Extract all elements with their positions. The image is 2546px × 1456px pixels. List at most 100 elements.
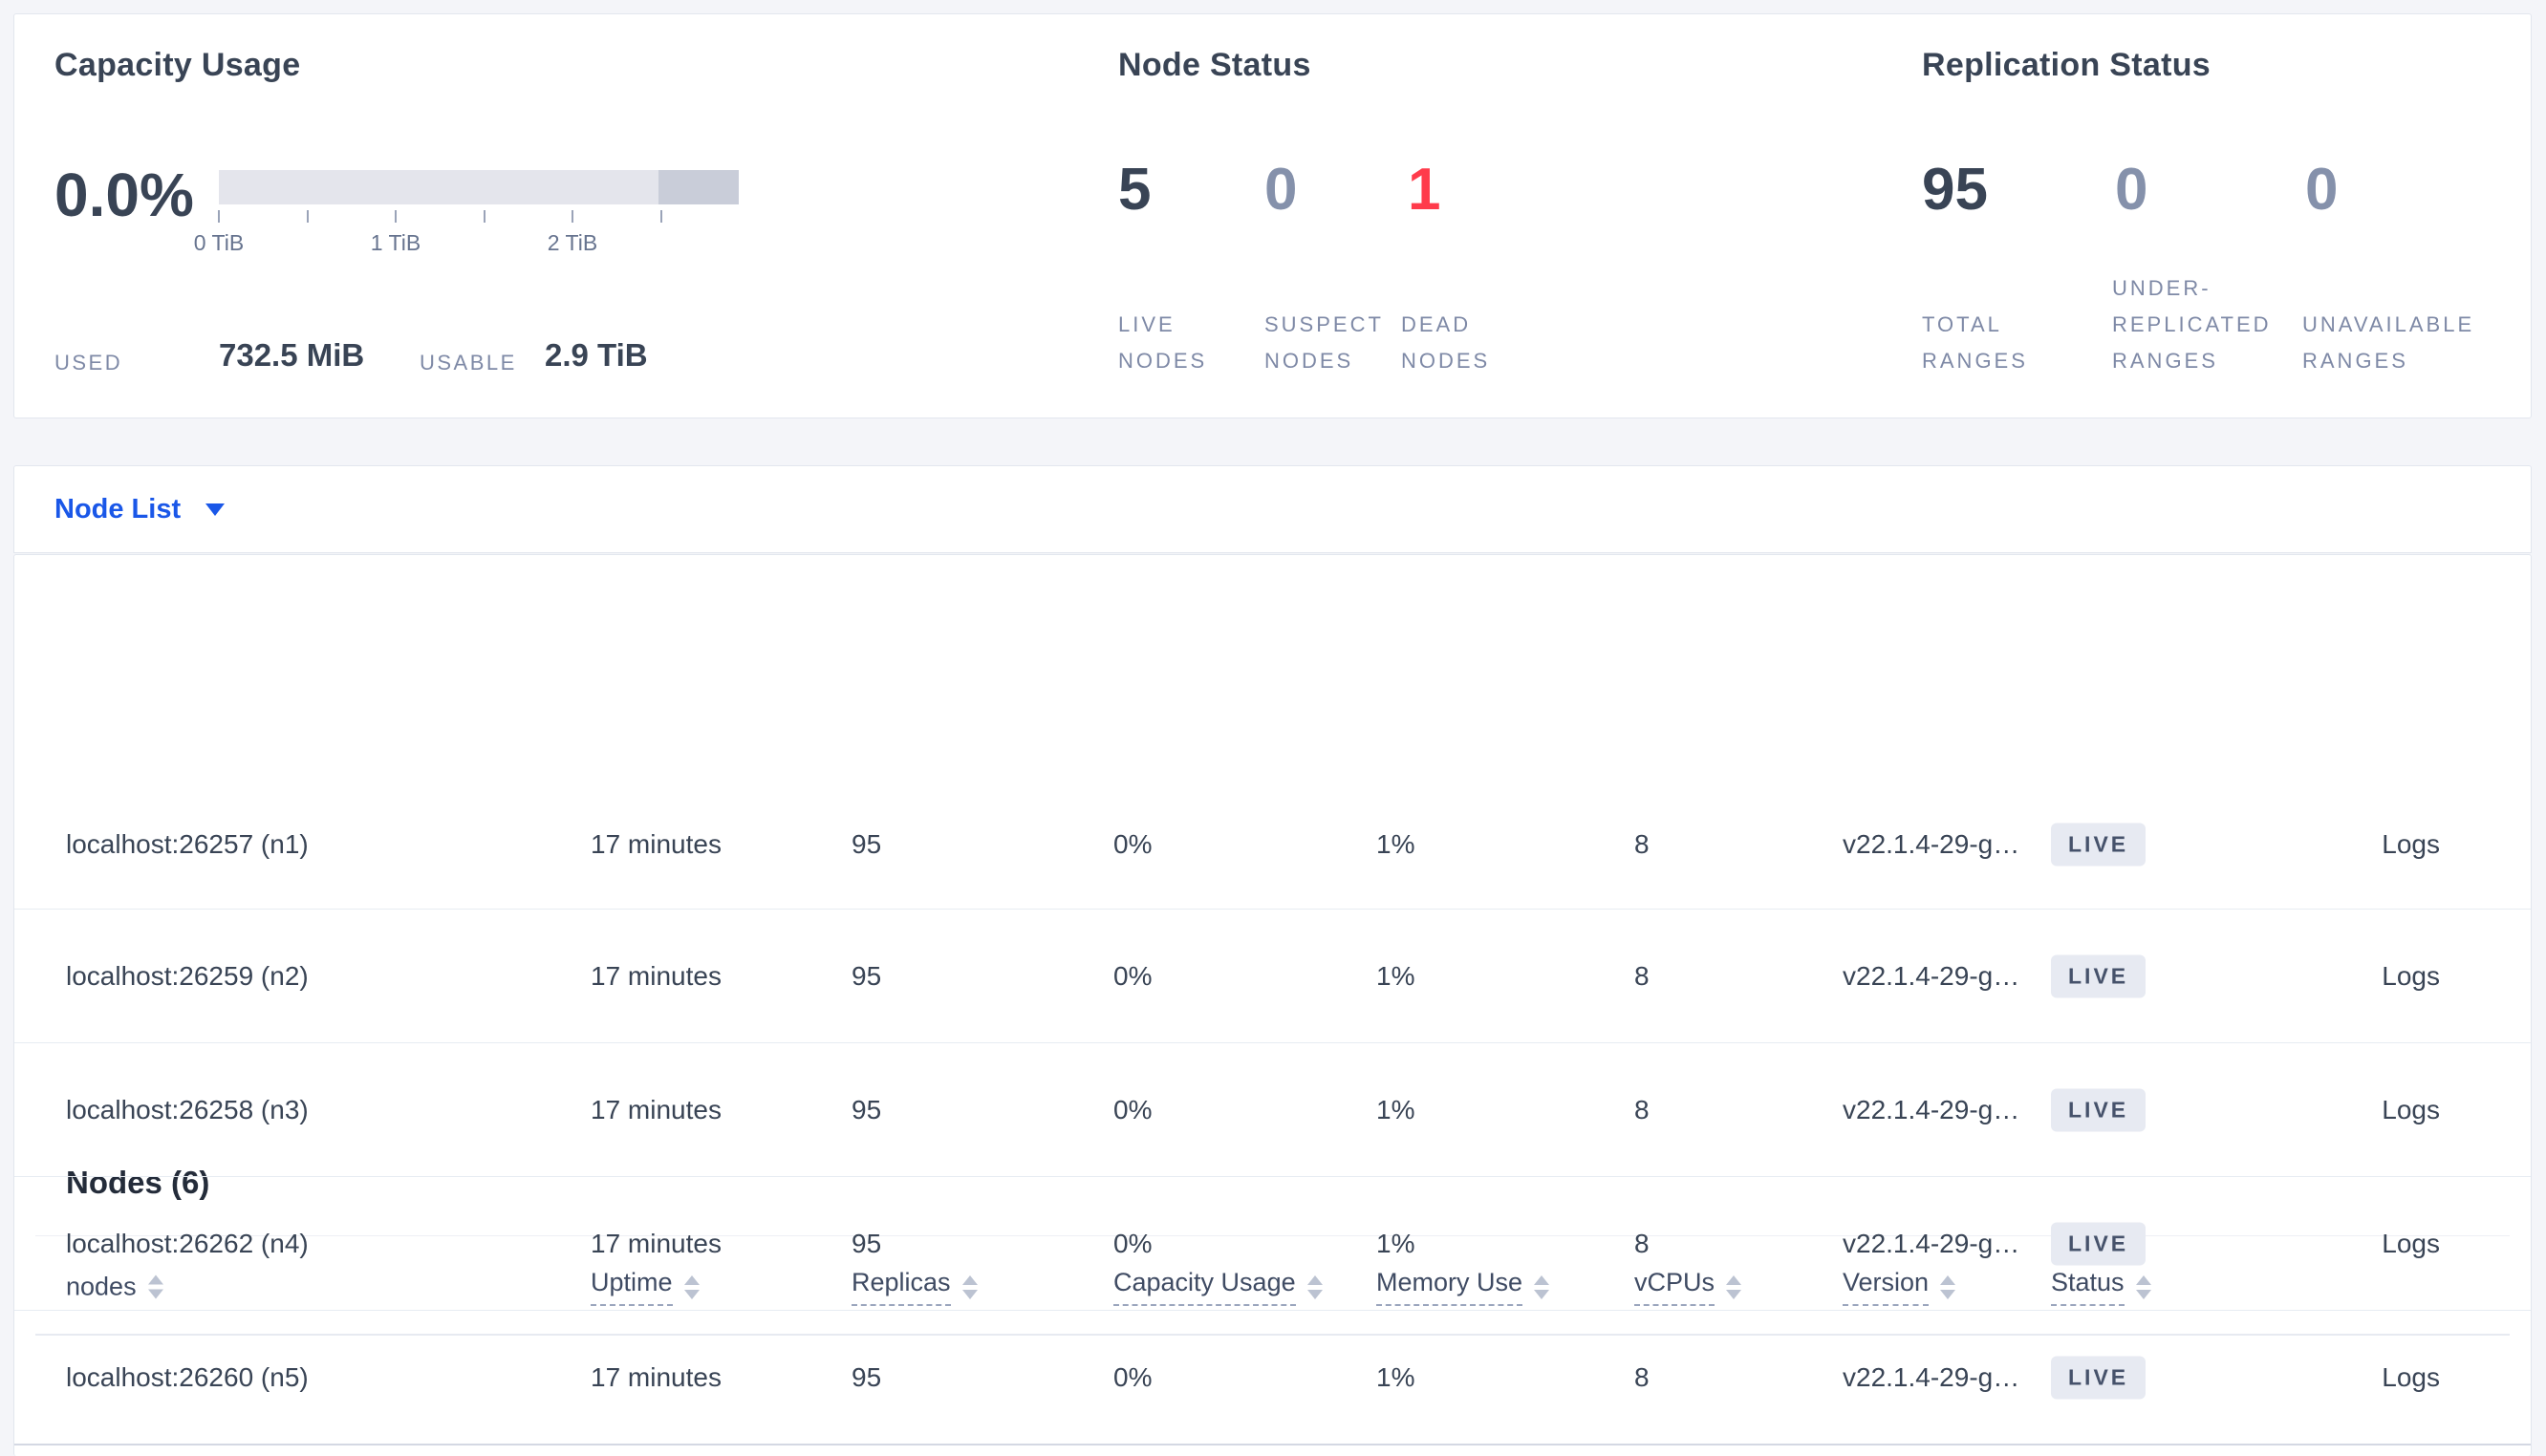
vcpus-cell: 8	[1634, 960, 1650, 991]
total-ranges-count: 95	[1922, 157, 1988, 223]
memory-cell: 1%	[1376, 960, 1415, 991]
replicas-cell: 95	[852, 960, 882, 991]
capacity-axis-tick	[307, 210, 309, 223]
view-selector-bar: Node List	[13, 465, 2532, 553]
memory-cell: 1%	[1376, 1361, 1415, 1392]
status-badge: LIVE	[2051, 1356, 2147, 1399]
table-row: localhost:26262 (n4) 17 minutes 95 0% 1%…	[14, 1177, 2531, 1311]
node-list-dropdown-label: Node List	[54, 493, 182, 525]
dead-nodes-label: DEAD NODES	[1401, 312, 1491, 373]
capacity-cell: 0%	[1113, 829, 1153, 859]
capacity-cell: 0%	[1113, 960, 1153, 991]
status-badge: LIVE	[2051, 1222, 2147, 1265]
sort-icon	[1940, 1274, 1956, 1299]
table-row: localhost:26258 (n3) 17 minutes 95 0% 1%…	[14, 1043, 2531, 1177]
under-replicated-ranges-count: 0	[2115, 157, 2148, 223]
sort-icon	[2135, 1274, 2151, 1299]
replicas-cell: 95	[852, 829, 882, 859]
memory-cell: 1%	[1376, 1094, 1415, 1124]
uptime-cell: 17 minutes	[591, 1094, 722, 1124]
node-list-dropdown[interactable]: Node List	[54, 493, 226, 525]
capacity-percent-value: 0.0%	[54, 161, 194, 229]
capacity-axis-tick	[218, 210, 220, 223]
table-row: localhost:26260 (n5) 17 minutes 95 0% 1%…	[14, 1311, 2531, 1445]
sort-icon	[683, 1274, 700, 1299]
column-header-capacity-usage[interactable]: Capacity Usage	[1113, 1268, 1323, 1306]
uptime-cell: 17 minutes	[591, 1228, 722, 1258]
column-header-memory-use[interactable]: Memory Use	[1376, 1268, 1550, 1306]
uptime-cell: 17 minutes	[591, 829, 722, 859]
capacity-axis-tick	[484, 210, 485, 223]
capacity-cell: 0%	[1113, 1094, 1153, 1124]
sort-icon	[147, 1274, 163, 1299]
column-header-vcpus[interactable]: vCPUs	[1634, 1268, 1742, 1306]
capacity-bar	[219, 170, 739, 204]
capacity-axis-tick	[660, 210, 662, 223]
capacity-axis-tick	[572, 210, 573, 223]
status-badge: LIVE	[2051, 954, 2147, 997]
logs-link[interactable]: Logs	[2382, 960, 2440, 991]
capacity-axis-tick	[395, 210, 397, 223]
node-link[interactable]: localhost:26262 (n4)	[66, 1228, 309, 1258]
replicas-cell: 95	[852, 1094, 882, 1124]
logs-link[interactable]: Logs	[2382, 829, 2440, 859]
vcpus-cell: 8	[1634, 1361, 1650, 1392]
sort-icon	[1306, 1274, 1323, 1299]
status-badge: LIVE	[2051, 823, 2147, 867]
logs-link[interactable]: Logs	[2382, 1228, 2440, 1258]
node-link[interactable]: localhost:26257 (n1)	[66, 829, 309, 859]
node-link[interactable]: localhost:26259 (n2)	[66, 960, 309, 991]
chevron-down-icon	[205, 503, 226, 516]
column-header-nodes[interactable]: nodes	[66, 1273, 163, 1302]
total-ranges-label: TOTAL RANGES	[1922, 312, 2028, 373]
capacity-used-label: USED	[54, 351, 123, 375]
nodes-table-title: Nodes (6)	[66, 1165, 210, 1200]
sort-icon	[1534, 1274, 1550, 1299]
live-nodes-label: LIVE NODES	[1118, 312, 1208, 373]
node-link[interactable]: localhost:26260 (n5)	[66, 1361, 309, 1392]
replicas-cell: 95	[852, 1228, 882, 1258]
capacity-usage-title: Capacity Usage	[54, 47, 301, 83]
column-header-replicas[interactable]: Replicas	[852, 1268, 978, 1306]
divider	[35, 1334, 2510, 1336]
capacity-cell: 0%	[1113, 1361, 1153, 1392]
capacity-usable-value: 2.9 TiB	[545, 337, 648, 373]
node-link[interactable]: localhost:26258 (n3)	[66, 1094, 309, 1124]
under-replicated-ranges-label: UNDER-REPLICATED RANGES	[2112, 276, 2272, 373]
memory-cell: 1%	[1376, 829, 1415, 859]
unavailable-ranges-label: UNAVAILABLE RANGES	[2302, 312, 2475, 373]
vcpus-cell: 8	[1634, 1094, 1650, 1124]
column-header-status[interactable]: Status	[2051, 1268, 2151, 1306]
capacity-bar-reserved-segment	[658, 170, 739, 204]
vcpus-cell: 8	[1634, 1228, 1650, 1258]
replication-status-title: Replication Status	[1922, 47, 2212, 83]
uptime-cell: 17 minutes	[591, 960, 722, 991]
version-cell: v22.1.4-29-g…	[1843, 1361, 2020, 1392]
memory-cell: 1%	[1376, 1228, 1415, 1258]
logs-link[interactable]: Logs	[2382, 1361, 2440, 1392]
sort-icon	[1726, 1274, 1742, 1299]
status-badge: LIVE	[2051, 1088, 2147, 1131]
column-header-uptime[interactable]: Uptime	[591, 1268, 700, 1306]
node-status-title: Node Status	[1118, 47, 1311, 83]
table-row: localhost:26257 (n1) 17 minutes 95 0% 1%…	[14, 781, 2531, 910]
version-cell: v22.1.4-29-g…	[1843, 1228, 2020, 1258]
cluster-summary-card: Capacity Usage 0.0% 0 TiB 1 TiB 2 TiB US…	[13, 13, 2532, 418]
unavailable-ranges-count: 0	[2305, 157, 2339, 223]
logs-link[interactable]: Logs	[2382, 1094, 2440, 1124]
capacity-axis-label-1: 1 TiB	[370, 230, 421, 255]
capacity-cell: 0%	[1113, 1228, 1153, 1258]
column-header-version[interactable]: Version	[1843, 1268, 1956, 1306]
version-cell: v22.1.4-29-g…	[1843, 829, 2020, 859]
capacity-usable-label: USABLE	[420, 351, 517, 375]
nodes-table-card: Nodes (6) nodes Uptime Replicas Capacity…	[13, 554, 2532, 1456]
table-row: localhost:26259 (n2) 17 minutes 95 0% 1%…	[14, 910, 2531, 1043]
capacity-axis-label-0: 0 TiB	[193, 230, 245, 255]
suspect-nodes-label: SUSPECT NODES	[1264, 312, 1384, 373]
capacity-axis-label-2: 2 TiB	[547, 230, 598, 255]
sort-icon	[961, 1274, 978, 1299]
vcpus-cell: 8	[1634, 829, 1650, 859]
version-cell: v22.1.4-29-g…	[1843, 1094, 2020, 1124]
version-cell: v22.1.4-29-g…	[1843, 960, 2020, 991]
divider	[35, 1235, 2510, 1236]
